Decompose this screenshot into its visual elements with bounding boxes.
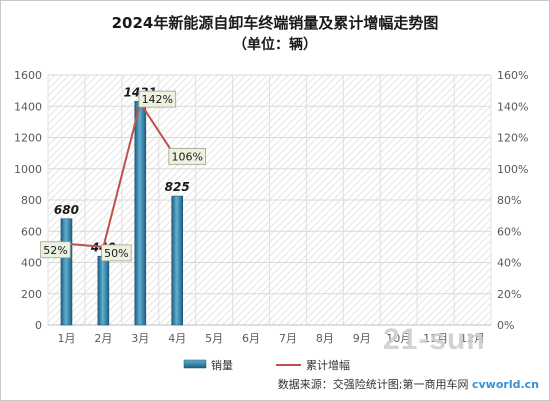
x-tick-label: 2月: [94, 332, 112, 345]
x-tick-label: 12月: [460, 332, 485, 345]
source-label: 数据来源：交强险统计图;第一商用车网: [277, 378, 469, 391]
legend-line-label: 累计增幅: [306, 358, 350, 372]
y-left-tick-label: 1600: [14, 69, 42, 82]
y-right-tick-label: 140%: [497, 100, 528, 113]
y-left-tick-label: 400: [21, 257, 42, 270]
line-series-path: [66, 100, 179, 248]
x-tick-label: 8月: [316, 332, 334, 345]
line-label-box: [40, 241, 71, 259]
y-right-tick-label: 120%: [497, 132, 528, 145]
y-right-tick-label: 20%: [497, 288, 521, 301]
line-label-box: [101, 244, 132, 262]
x-tick-label: 5月: [205, 332, 223, 345]
chart-subtitle: （单位：辆）: [233, 37, 317, 53]
x-tick-label: 11月: [423, 332, 448, 345]
x-tick-label: 7月: [279, 332, 297, 345]
line-label-box: [138, 90, 177, 108]
x-tick-label: 1月: [57, 332, 75, 345]
bar: [171, 195, 184, 326]
bar: [134, 101, 147, 326]
y-left-tick-label: 0: [35, 319, 42, 332]
legend-bar-swatch: [183, 359, 207, 369]
x-tick-label: 4月: [168, 332, 186, 345]
x-tick-label: 10月: [386, 332, 411, 345]
x-tick-label: 3月: [131, 332, 149, 345]
y-right-tick-label: 60%: [497, 225, 521, 238]
y-left-tick-label: 600: [21, 225, 42, 238]
bar-value-label: 680: [54, 203, 79, 217]
y-left-tick-label: 1000: [14, 163, 42, 176]
line-label-box: [168, 147, 207, 165]
watermark-text: 21-sun: [383, 323, 486, 356]
line-value-label: 106%: [171, 150, 202, 163]
x-tick-label: 6月: [242, 332, 260, 345]
y-right-tick-label: 100%: [497, 163, 528, 176]
y-right-tick-label: 160%: [497, 69, 528, 82]
x-tick-label: 9月: [353, 332, 371, 345]
y-left-tick-label: 800: [21, 194, 42, 207]
bar: [60, 218, 73, 326]
source-website: cvworld.cn: [471, 378, 539, 391]
y-right-tick-label: 40%: [497, 257, 521, 270]
y-left-tick-label: 200: [21, 288, 42, 301]
y-left-tick-label: 1200: [14, 132, 42, 145]
y-right-tick-label: 80%: [497, 194, 521, 207]
source-note: 数据来源：交强险统计图;第一商用车网 cvworld.cn: [278, 376, 539, 392]
bar-value-label: 825: [165, 180, 190, 194]
bar: [97, 255, 110, 326]
legend-bar-label: 销量: [211, 358, 233, 372]
y-left-tick-label: 1400: [14, 100, 42, 113]
line-value-label: 52%: [43, 244, 67, 257]
line-value-label: 142%: [142, 93, 173, 106]
y-right-tick-label: 0%: [497, 319, 514, 332]
line-value-label: 50%: [104, 247, 128, 260]
chart-title: 2024年新能源自卸车终端销量及累计增幅走势图: [111, 14, 439, 32]
